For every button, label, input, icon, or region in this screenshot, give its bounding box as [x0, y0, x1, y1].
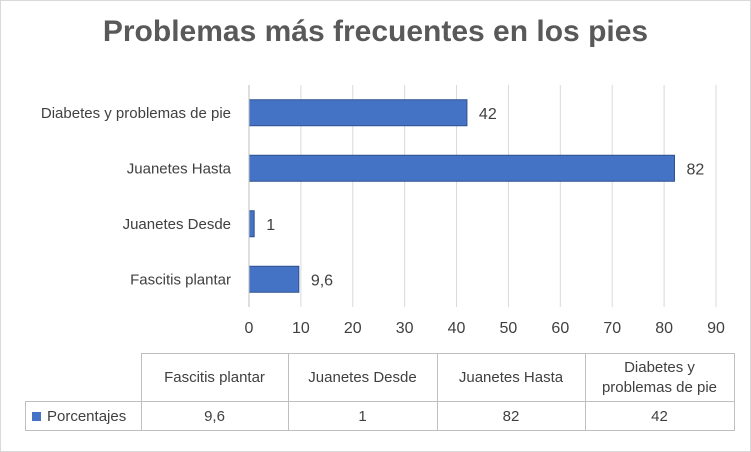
table-value-3: 82	[436, 401, 586, 431]
data-table: Fascitis plantar Juanetes Desde Juanetes…	[25, 353, 735, 431]
x-tick-label: 80	[655, 320, 673, 337]
bar	[249, 155, 675, 182]
x-tick-label: 70	[603, 320, 621, 337]
category-label: Juanetes Hasta	[127, 160, 232, 177]
data-label: 82	[686, 161, 704, 178]
table-value-4: 42	[584, 401, 735, 431]
x-tick-label: 90	[707, 320, 725, 337]
table-header-2: Juanetes Desde	[287, 353, 438, 402]
bar	[249, 210, 255, 237]
table-corner	[26, 354, 142, 402]
table-header-4: Diabetes y problemas de pie	[584, 353, 735, 402]
chart-title: Problemas más frecuentes en los pies	[102, 15, 649, 48]
data-label: 1	[266, 217, 275, 234]
table-value-1: 9,6	[140, 401, 289, 431]
x-tick-label: 50	[500, 320, 518, 337]
table-header-3: Juanetes Hasta	[436, 353, 586, 402]
x-tick-label: 0	[245, 320, 254, 337]
category-label: Juanetes Desde	[123, 216, 231, 233]
x-tick-label: 40	[448, 320, 466, 337]
table-header-1: Fascitis plantar	[140, 353, 289, 402]
legend-series-label: Porcentajes	[47, 407, 127, 425]
category-label: Fascitis plantar	[130, 271, 231, 288]
x-tick-label: 20	[344, 320, 362, 337]
category-label: Diabetes y problemas de pie	[41, 105, 231, 122]
bar	[249, 99, 467, 126]
x-tick-label: 30	[396, 320, 414, 337]
bar-chart-plot: 0 10 20 30 40 50 60 70 80 90 Fascitis plantar 9,6 Ju…	[41, 85, 725, 337]
bar	[249, 266, 299, 293]
table-value-2: 1	[287, 401, 438, 431]
data-label: 42	[479, 106, 497, 123]
x-tick-label: 60	[551, 320, 569, 337]
data-label: 9,6	[311, 272, 333, 289]
legend-key	[32, 412, 41, 422]
legend-series: Porcentajes	[25, 401, 142, 431]
x-tick-label: 10	[292, 320, 310, 337]
